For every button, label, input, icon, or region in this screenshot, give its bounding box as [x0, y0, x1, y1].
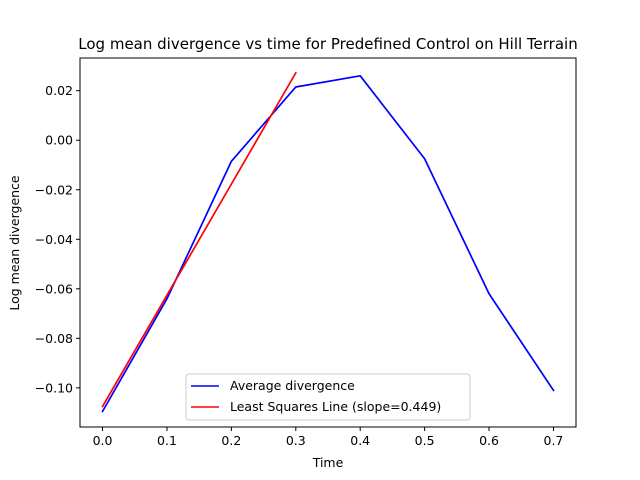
legend-label-average-divergence: Average divergence: [230, 378, 355, 393]
y-tick-label: −0.08: [35, 331, 73, 346]
y-tick-label: −0.10: [35, 380, 73, 395]
axes-frame: [79, 57, 577, 428]
chart-title: Log mean divergence vs time for Predefin…: [78, 35, 577, 53]
y-tick-label: −0.02: [35, 182, 73, 197]
x-tick-label: 0.4: [350, 433, 370, 448]
x-tick-label: 0.3: [286, 433, 306, 448]
x-tick-label: 0.7: [544, 433, 564, 448]
x-tick-label: 0.1: [157, 433, 177, 448]
x-tick-label: 0.5: [415, 433, 435, 448]
y-tick-label: −0.04: [35, 232, 73, 247]
y-axis-ticks: −0.10 −0.08 −0.06 −0.04 −0.02 0.00 0.02: [35, 83, 80, 395]
x-tick-label: 0.0: [93, 433, 113, 448]
x-tick-label: 0.2: [221, 433, 241, 448]
series-line-least-squares: [101, 71, 297, 408]
legend: Average divergence Least Squares Line (s…: [185, 373, 471, 421]
x-tick-label: 0.6: [479, 433, 499, 448]
x-axis-label: Time: [312, 455, 344, 470]
y-tick-label: 0.02: [45, 83, 73, 98]
x-axis-ticks: 0.0 0.1 0.2 0.3 0.4 0.5 0.6 0.7: [93, 427, 564, 448]
plot-area: [101, 71, 555, 413]
legend-label-least-squares: Least Squares Line (slope=0.449): [230, 399, 441, 414]
y-tick-label: −0.06: [35, 281, 73, 296]
legend-box: [185, 373, 471, 421]
y-tick-label: 0.00: [45, 133, 73, 148]
y-axis-label: Log mean divergence: [7, 175, 22, 311]
